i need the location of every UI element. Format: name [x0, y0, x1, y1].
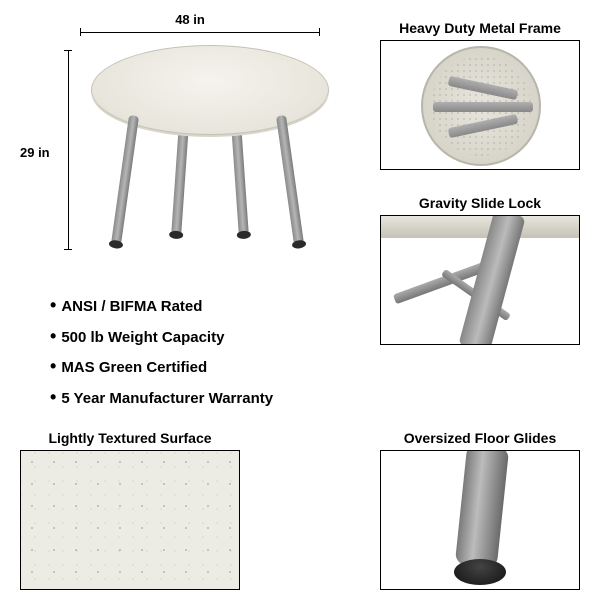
table-leg	[231, 125, 249, 235]
width-dimension-line	[80, 32, 320, 33]
panel-image	[20, 450, 240, 590]
table-leg	[276, 115, 304, 245]
panel-floor-glides: Oversized Floor Glides	[380, 430, 580, 590]
panel-image	[380, 215, 580, 345]
feature-item: 5 Year Manufacturer Warranty	[50, 382, 360, 413]
panel-image	[380, 40, 580, 170]
height-dimension-line	[68, 50, 69, 250]
feature-item: ANSI / BIFMA Rated	[50, 290, 360, 321]
feature-item: 500 lb Weight Capacity	[50, 321, 360, 352]
height-dimension-label: 29 in	[20, 145, 50, 160]
panel-metal-frame: Heavy Duty Metal Frame	[380, 20, 580, 170]
feature-item: MAS Green Certified	[50, 351, 360, 382]
panel-title: Oversized Floor Glides	[380, 430, 580, 446]
panel-textured-surface: Lightly Textured Surface	[20, 430, 240, 590]
table-top	[91, 45, 329, 135]
panel-image	[380, 450, 580, 590]
table-leg	[111, 115, 139, 245]
feature-list: ANSI / BIFMA Rated 500 lb Weight Capacit…	[50, 290, 360, 412]
panel-slide-lock: Gravity Slide Lock	[380, 195, 580, 345]
table-leg	[171, 125, 189, 235]
frame-underside-icon	[421, 46, 541, 166]
texture-swatch-icon	[21, 451, 239, 589]
width-dimension-label: 48 in	[175, 12, 205, 27]
panel-title: Lightly Textured Surface	[20, 430, 240, 446]
main-product-view: 48 in 29 in	[20, 10, 360, 270]
panel-title: Gravity Slide Lock	[380, 195, 580, 211]
glide-foot-icon	[454, 559, 506, 585]
panel-title: Heavy Duty Metal Frame	[380, 20, 580, 36]
glide-leg-icon	[455, 450, 509, 568]
table-illustration	[85, 45, 335, 255]
